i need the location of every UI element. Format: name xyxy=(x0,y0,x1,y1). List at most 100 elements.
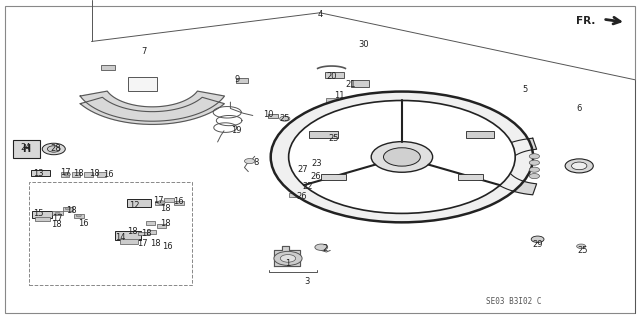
Bar xyxy=(13,140,40,158)
Bar xyxy=(52,211,63,215)
Bar xyxy=(338,106,349,110)
Bar xyxy=(146,221,155,225)
Text: H: H xyxy=(22,144,30,154)
Circle shape xyxy=(383,148,420,166)
Text: 25: 25 xyxy=(329,134,339,143)
Text: 18: 18 xyxy=(160,219,170,228)
Text: 18: 18 xyxy=(127,227,138,236)
Polygon shape xyxy=(274,246,300,266)
Bar xyxy=(292,166,305,170)
Circle shape xyxy=(280,255,296,262)
Circle shape xyxy=(64,173,70,176)
Text: SE03 B3I02 C: SE03 B3I02 C xyxy=(486,297,542,306)
Text: 14: 14 xyxy=(115,234,125,242)
Circle shape xyxy=(577,244,586,249)
Text: 17: 17 xyxy=(60,168,70,177)
Text: 21: 21 xyxy=(346,80,356,89)
Polygon shape xyxy=(80,91,225,121)
Text: 18: 18 xyxy=(160,204,170,213)
Text: 10: 10 xyxy=(264,110,274,119)
Bar xyxy=(31,170,50,176)
Bar xyxy=(97,172,106,177)
Bar xyxy=(147,230,156,234)
Text: 4: 4 xyxy=(317,10,323,19)
Text: 26: 26 xyxy=(297,192,307,201)
Circle shape xyxy=(42,143,65,155)
Text: 17: 17 xyxy=(154,196,164,205)
Text: 23: 23 xyxy=(312,159,322,168)
Circle shape xyxy=(529,154,540,159)
Bar xyxy=(301,161,314,165)
Text: 30: 30 xyxy=(358,40,369,49)
Text: 3: 3 xyxy=(305,277,310,286)
Text: 18: 18 xyxy=(67,206,77,215)
Bar xyxy=(101,65,115,70)
Circle shape xyxy=(76,214,81,217)
Bar xyxy=(155,201,164,205)
Text: 25: 25 xyxy=(577,246,588,255)
Bar xyxy=(236,78,248,83)
Text: 17: 17 xyxy=(138,239,148,248)
Text: 18: 18 xyxy=(51,220,61,229)
Text: 17: 17 xyxy=(52,214,63,223)
Circle shape xyxy=(315,244,328,250)
Text: 16: 16 xyxy=(163,242,173,251)
Circle shape xyxy=(294,165,303,170)
Bar xyxy=(334,100,346,105)
Text: 18: 18 xyxy=(141,229,151,238)
Text: 24: 24 xyxy=(20,143,31,152)
Text: 1: 1 xyxy=(285,259,291,268)
Circle shape xyxy=(529,160,540,165)
Circle shape xyxy=(296,183,305,188)
Text: 16: 16 xyxy=(104,170,114,179)
Circle shape xyxy=(303,173,312,178)
Text: 8: 8 xyxy=(253,158,259,167)
Bar xyxy=(321,174,346,180)
Circle shape xyxy=(280,116,290,121)
Circle shape xyxy=(333,111,343,116)
Circle shape xyxy=(529,174,540,179)
Text: 2: 2 xyxy=(323,244,328,253)
Text: 13: 13 xyxy=(33,169,44,178)
Bar xyxy=(63,207,73,211)
Bar xyxy=(164,198,174,202)
Text: 28: 28 xyxy=(51,145,61,153)
Text: 15: 15 xyxy=(33,209,44,218)
Text: 12: 12 xyxy=(129,201,140,210)
Text: 18: 18 xyxy=(90,169,100,178)
Circle shape xyxy=(291,193,300,197)
Text: FR.: FR. xyxy=(576,16,595,26)
Bar xyxy=(32,211,52,218)
Bar xyxy=(309,131,337,138)
Circle shape xyxy=(529,167,540,172)
Text: 26: 26 xyxy=(310,172,321,181)
Bar xyxy=(467,131,495,138)
Bar xyxy=(120,239,138,244)
Text: 18: 18 xyxy=(74,169,84,178)
Text: 22: 22 xyxy=(302,182,312,191)
Bar xyxy=(351,80,369,87)
Text: 11: 11 xyxy=(334,91,344,100)
Circle shape xyxy=(65,207,70,210)
Text: 6: 6 xyxy=(577,104,582,113)
Polygon shape xyxy=(80,97,225,124)
Bar xyxy=(29,182,192,285)
Bar xyxy=(35,217,50,221)
Bar xyxy=(329,104,340,108)
Bar xyxy=(157,224,166,228)
Text: 7: 7 xyxy=(141,47,147,56)
Bar xyxy=(289,193,302,197)
Bar xyxy=(84,172,93,177)
Circle shape xyxy=(289,100,515,213)
Bar xyxy=(268,114,278,118)
Circle shape xyxy=(303,160,312,165)
Text: 29: 29 xyxy=(532,240,543,249)
Circle shape xyxy=(271,92,533,222)
Circle shape xyxy=(157,201,165,204)
Bar xyxy=(127,199,151,207)
Circle shape xyxy=(572,162,587,170)
Text: 16: 16 xyxy=(173,197,183,206)
Circle shape xyxy=(47,146,60,152)
Bar xyxy=(301,174,314,178)
Bar xyxy=(61,172,69,177)
